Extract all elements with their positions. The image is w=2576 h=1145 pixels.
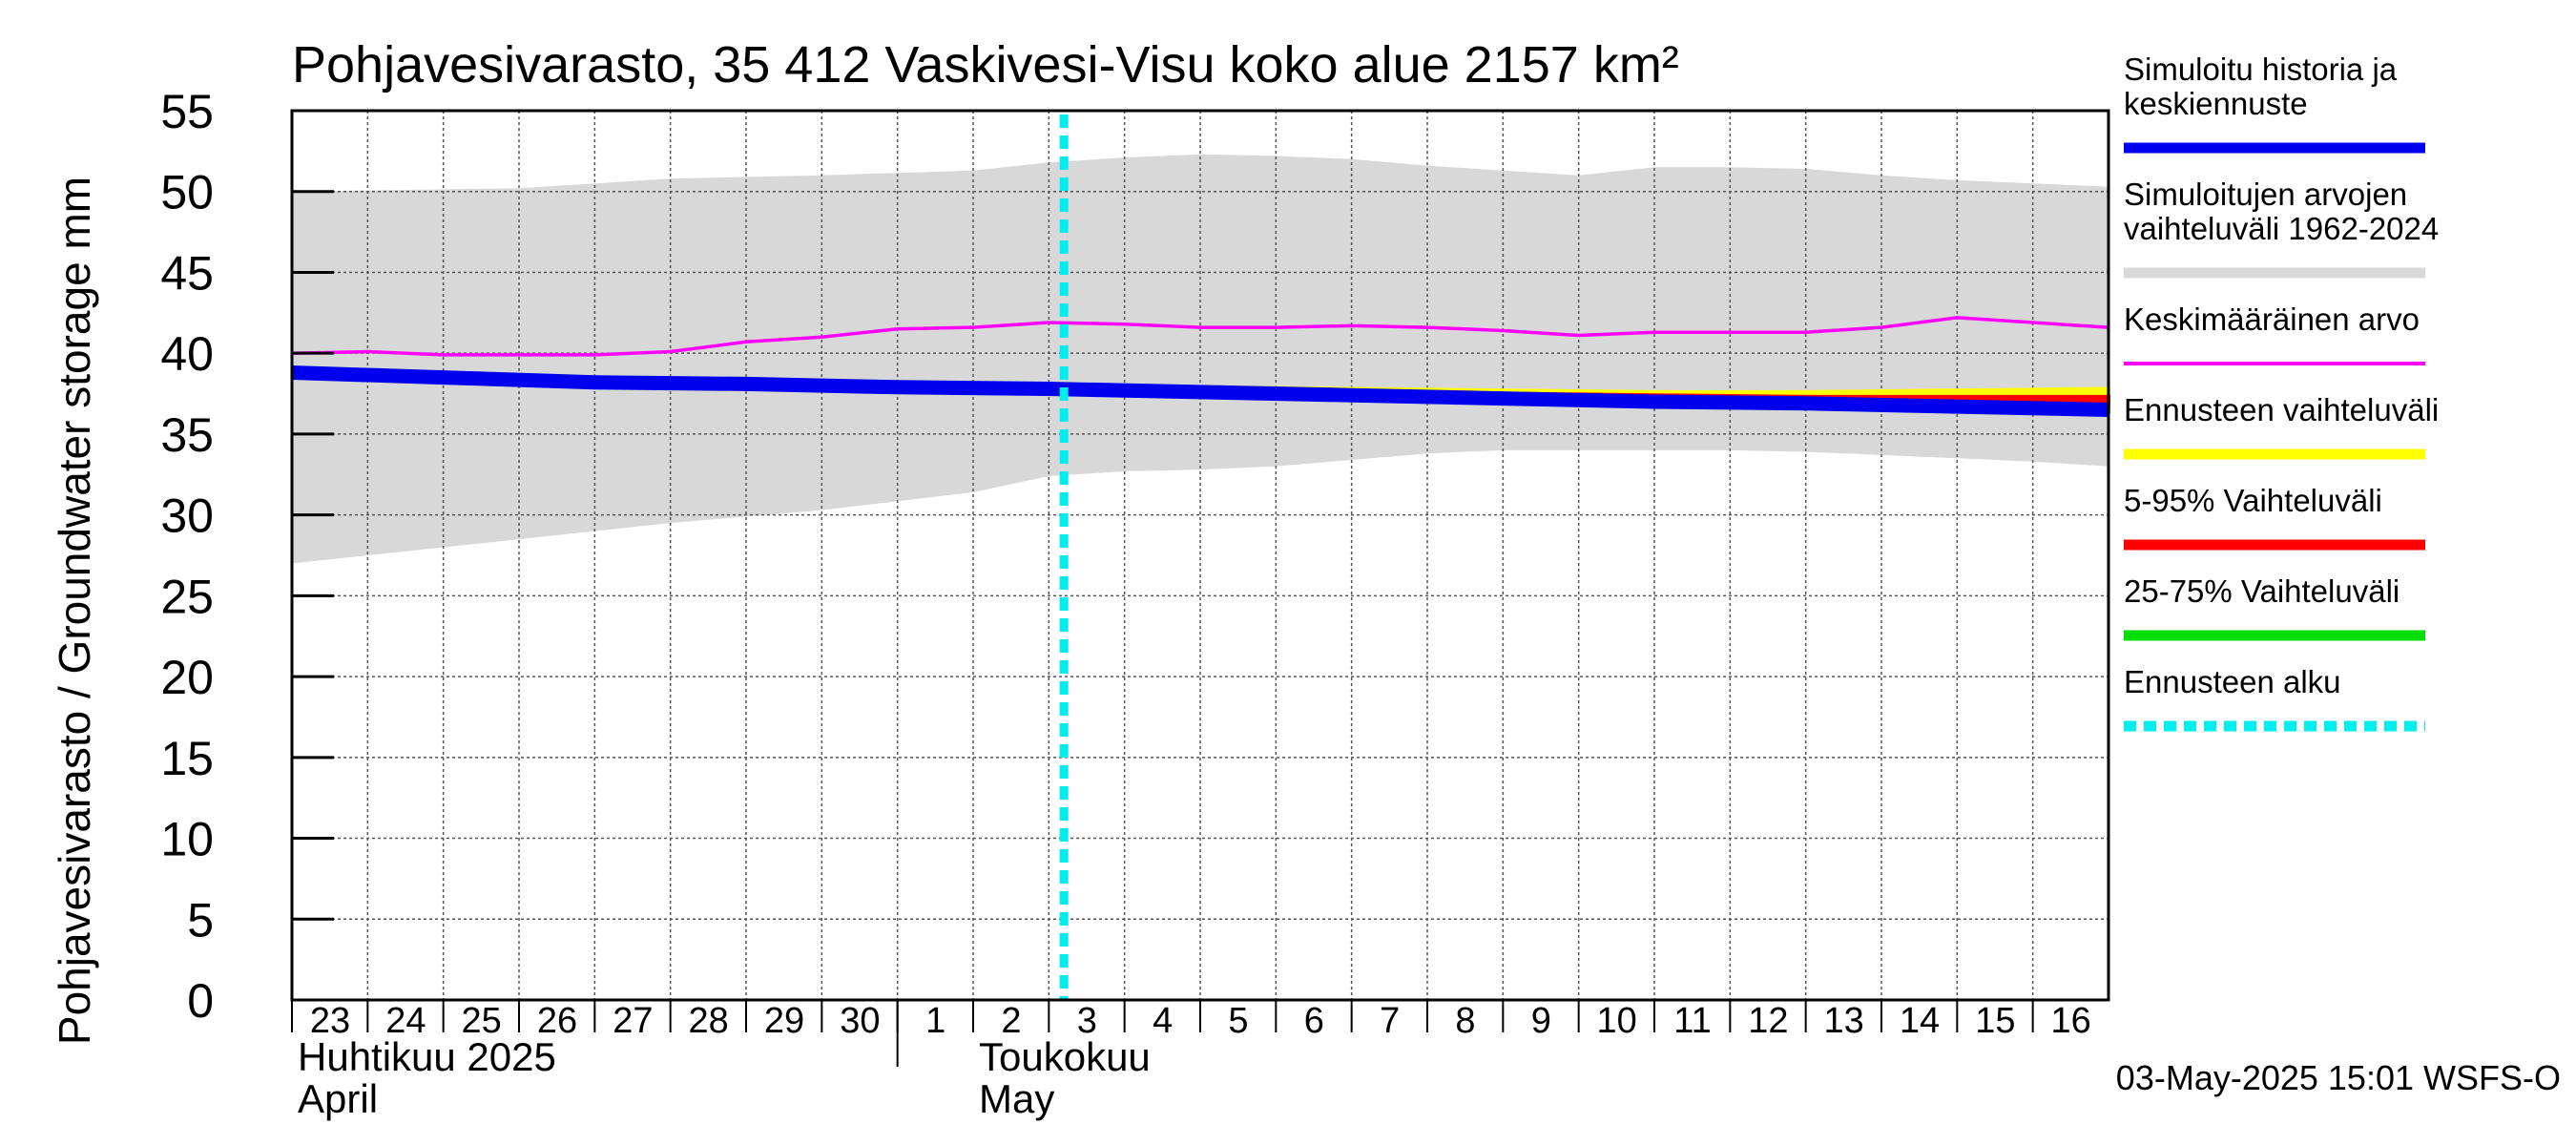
x-tick-label: 26 [537, 1001, 577, 1041]
x-tick-label: 29 [764, 1001, 804, 1041]
legend-label: Keskimääräinen arvo [2124, 302, 2420, 337]
legend-label: keskiennuste [2124, 86, 2308, 121]
y-axis-label: Pohjavesivarasto / Groundwater storage m… [50, 177, 99, 1045]
x-tick-label: 25 [462, 1001, 502, 1041]
legend-label: Simuloitu historia ja [2124, 52, 2398, 87]
x-tick-label: 3 [1077, 1001, 1097, 1041]
month-label-english: May [979, 1076, 1054, 1121]
y-tick-label: 20 [160, 651, 214, 704]
x-tick-label: 24 [385, 1001, 426, 1041]
chart-title: Pohjavesivarasto, 35 412 Vaskivesi-Visu … [292, 36, 1679, 94]
legend-label: Ennusteen alku [2124, 664, 2341, 699]
y-tick-label: 40 [160, 327, 214, 381]
legend-item: Ennusteen alku [2124, 664, 2425, 732]
x-tick-label: 16 [2051, 1001, 2091, 1041]
x-tick-label: 7 [1380, 1001, 1400, 1041]
x-tick-label: 14 [1900, 1001, 1940, 1041]
y-tick-label: 10 [160, 813, 214, 866]
y-tick-label: 45 [160, 246, 214, 300]
x-tick-label: 9 [1531, 1001, 1551, 1041]
legend-label: 25-75% Vaihteluväli [2124, 573, 2399, 609]
month-label: Huhtikuu 2025 [298, 1034, 556, 1079]
x-tick-label: 12 [1748, 1001, 1788, 1041]
x-tick-label: 8 [1455, 1001, 1475, 1041]
x-tick-label: 2 [1001, 1001, 1021, 1041]
y-tick-label: 35 [160, 408, 214, 462]
y-tick-label: 0 [187, 974, 214, 1028]
y-tick-label: 15 [160, 732, 214, 785]
y-tick-label: 5 [187, 893, 214, 947]
x-tick-label: 13 [1824, 1001, 1864, 1041]
legend-label: Ennusteen vaihteluväli [2124, 392, 2439, 427]
x-tick-label: 28 [689, 1001, 729, 1041]
month-label: Toukokuu [979, 1034, 1151, 1079]
legend-label: 5-95% Vaihteluväli [2124, 483, 2382, 518]
x-tick-label: 15 [1975, 1001, 2015, 1041]
x-tick-label: 4 [1153, 1001, 1173, 1041]
legend: Simuloitu historia jakeskiennusteSimuloi… [2124, 52, 2439, 732]
x-tick-label: 23 [310, 1001, 350, 1041]
y-tick-label: 25 [160, 570, 214, 623]
x-tick-label: 10 [1597, 1001, 1637, 1041]
x-tick-label: 11 [1673, 1001, 1711, 1041]
legend-label: vaihteluväli 1962-2024 [2124, 211, 2439, 246]
series-line-mean [291, 316, 2109, 357]
legend-label: Simuloitujen arvojen [2124, 177, 2407, 212]
x-tick-label: 5 [1228, 1001, 1248, 1041]
y-tick-label: 55 [160, 85, 214, 138]
x-tick-label: 6 [1304, 1001, 1324, 1041]
x-tick-label: 30 [840, 1001, 880, 1041]
x-tick-label: 27 [613, 1001, 653, 1041]
legend-item: Keskimääräinen arvo [2124, 302, 2425, 365]
legend-item: Ennusteen vaihteluväli [2124, 392, 2439, 460]
month-label-english: April [298, 1076, 378, 1121]
y-tick-label: 30 [160, 489, 214, 543]
y-tick-label: 50 [160, 166, 214, 219]
x-tick-label: 1 [925, 1001, 945, 1041]
series-line-simulated [291, 365, 2109, 417]
legend-item: 5-95% Vaihteluväli [2124, 483, 2425, 551]
legend-item: 25-75% Vaihteluväli [2124, 573, 2425, 641]
footer-timestamp: 03-May-2025 15:01 WSFS-O [2116, 1058, 2561, 1097]
